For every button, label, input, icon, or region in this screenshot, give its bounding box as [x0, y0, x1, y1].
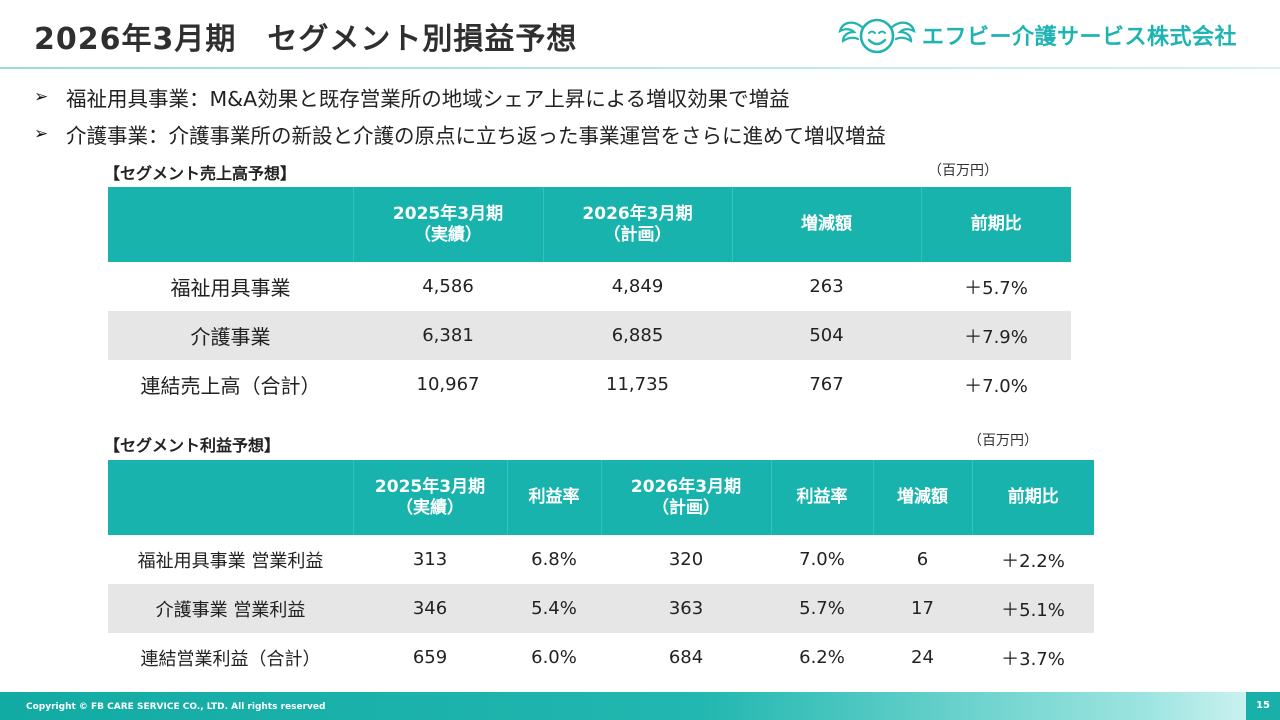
row-label: 連結営業利益（合計）: [140, 648, 321, 670]
table-row: 連結売上高（合計） 10,967 11,735 767 ＋7.0%: [108, 360, 1071, 409]
header-cell: 増減額: [731, 187, 921, 262]
row-label: 介護事業: [108, 311, 353, 360]
table-cell: ＋7.9%: [921, 311, 1071, 360]
table-cell: 17: [873, 584, 972, 633]
table-row: 福祉用具事業 営業利益 313 6.8% 320 7.0% 6 ＋2.2%: [108, 535, 1094, 584]
header-cell: 2025年3月期 （実績）: [352, 187, 543, 262]
table-cell: 263: [809, 276, 844, 297]
table-cell: 6,381: [353, 311, 543, 360]
table-cell: ＋5.7%: [964, 277, 1028, 299]
header-cell: [108, 460, 353, 535]
table-cell: ＋3.7%: [1001, 648, 1065, 670]
bullet-text: 介護事業：介護事業所の新設と介護の原点に立ち返った事業運営をさらに進めて増収増益: [66, 123, 886, 148]
header-cell: 2026年3月期 （計画）: [542, 187, 732, 262]
table-row: 連結営業利益（合計） 659 6.0% 684 6.2% 24 ＋3.7%: [108, 633, 1094, 682]
table-cell: 5.4%: [507, 584, 601, 633]
table-cell: 7.0%: [799, 549, 845, 570]
table-cell: 767: [809, 374, 844, 395]
bullet-text: 福祉用具事業：M&A効果と既存営業所の地域シェア上昇による増収効果で増益: [66, 86, 790, 111]
bullet-item: ➢ 介護事業：介護事業所の新設と介護の原点に立ち返った事業運営をさらに進めて増収…: [34, 115, 886, 152]
sales-forecast-table: 2025年3月期 （実績） 2026年3月期 （計画） 増減額 前期比 福祉用具事業…: [108, 187, 1071, 409]
header-cell: 2026年3月期 （計画）: [600, 460, 771, 535]
table-cell: 10,967: [416, 374, 480, 395]
table-cell: 5.7%: [771, 584, 873, 633]
header-cell: 前期比: [920, 187, 1071, 262]
table-cell: 4,586: [422, 276, 474, 297]
sales-table-label: 【セグメント売上高予想】: [104, 164, 297, 183]
table-cell: 11,735: [606, 374, 669, 395]
company-logo: エフビー介護サービス株式会社: [838, 14, 1237, 56]
table-cell: 6.2%: [799, 647, 845, 668]
table-cell: 684: [668, 647, 704, 668]
table-row: 介護事業 営業利益 346 5.4% 363 5.7% 17 ＋5.1%: [108, 584, 1094, 633]
table-cell: ＋7.0%: [964, 375, 1028, 397]
bullet-item: ➢ 福祉用具事業：M&A効果と既存営業所の地域シェア上昇による増収効果で増益: [34, 78, 886, 115]
table-cell: 24: [911, 647, 934, 668]
company-name: エフビー介護サービス株式会社: [922, 25, 1238, 50]
table-row: 福祉用具事業 4,586 4,849 263 ＋5.7%: [108, 262, 1071, 311]
table-cell: 4,849: [611, 276, 664, 297]
row-label: 福祉用具事業: [170, 276, 291, 300]
profit-table-unit: （百万円）: [968, 433, 1038, 449]
table-header-row: 2025年3月期 （実績） 2026年3月期 （計画） 増減額 前期比: [108, 187, 1071, 262]
header-cell: 増減額: [872, 460, 972, 535]
row-label: 連結売上高（合計）: [140, 374, 321, 398]
table-cell: 6: [916, 549, 929, 570]
table-cell: 320: [668, 549, 704, 570]
row-label: 介護事業 営業利益: [108, 584, 353, 633]
table-cell: ＋5.1%: [972, 584, 1094, 633]
table-cell: 504: [732, 311, 921, 360]
table-row: 介護事業 6,381 6,885 504 ＋7.9%: [108, 311, 1071, 360]
arrow-bullet-icon: ➢: [34, 123, 49, 144]
smiling-face-with-wings-logo-icon: [838, 18, 916, 54]
page-title: 2026年3月期 セグメント別損益予想: [34, 22, 578, 57]
copyright-text: Copyright © FB CARE SERVICE CO., LTD. Al…: [26, 702, 326, 712]
page-number: 15: [1256, 700, 1270, 711]
table-header-row: 2025年3月期 （実績） 利益率 2026年3月期 （計画） 利益率 増減額 前期…: [108, 460, 1094, 535]
header-cell: 2025年3月期 （実績）: [352, 460, 507, 535]
footer-bar: Copyright © FB CARE SERVICE CO., LTD. Al…: [0, 692, 1280, 720]
page-number-box: 15: [1246, 692, 1280, 720]
table-cell: 6,885: [543, 311, 732, 360]
header-divider: [0, 67, 1280, 69]
sales-table-unit: （百万円）: [928, 163, 998, 179]
header-cell: 前期比: [971, 460, 1094, 535]
table-cell: ＋2.2%: [1001, 550, 1065, 572]
table-cell: 313: [412, 549, 448, 570]
profit-table-label: 【セグメント利益予想】: [104, 436, 281, 455]
row-label: 福祉用具事業 営業利益: [137, 550, 324, 572]
table-cell: 363: [601, 584, 771, 633]
table-cell: 659: [412, 647, 448, 668]
header-cell: 利益率: [770, 460, 873, 535]
header-cell: 利益率: [506, 460, 601, 535]
summary-bullets: ➢ 福祉用具事業：M&A効果と既存営業所の地域シェア上昇による増収効果で増益 ➢…: [34, 78, 886, 152]
arrow-bullet-icon: ➢: [34, 86, 49, 107]
table-cell: 346: [353, 584, 507, 633]
header-cell: [108, 187, 353, 262]
profit-forecast-table: 2025年3月期 （実績） 利益率 2026年3月期 （計画） 利益率 増減額 前期…: [108, 460, 1094, 682]
table-cell: 6.8%: [531, 549, 577, 570]
table-cell: 6.0%: [531, 647, 577, 668]
